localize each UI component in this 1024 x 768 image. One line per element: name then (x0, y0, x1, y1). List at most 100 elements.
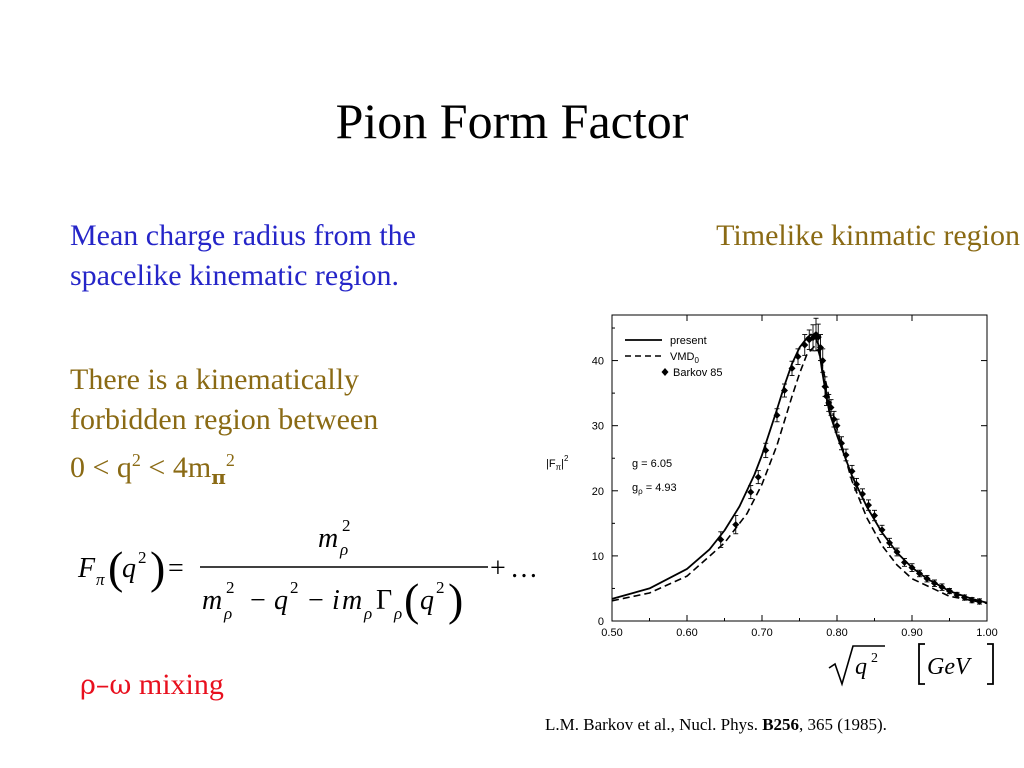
formula-equals: = (168, 553, 184, 584)
denom-gamma: Γ (376, 585, 392, 616)
forbidden-region-paragraph: There is a kinematically forbidden regio… (70, 360, 570, 497)
numerator-m: m (318, 523, 338, 554)
formula-lparen: ( (108, 542, 123, 593)
y-tick-label-2: 20 (592, 486, 604, 498)
unit-right-bracket (987, 643, 994, 685)
denom-lparen: ( (404, 574, 419, 625)
denom-minus2: − (308, 585, 324, 616)
denom-m-exp: 2 (226, 578, 235, 597)
series-layer (611, 317, 988, 605)
denom-q: q (274, 585, 288, 616)
data-point-39 (953, 591, 961, 599)
denom-rparen: ) (448, 574, 463, 625)
data-point-0 (717, 536, 725, 544)
formula-plus: + (490, 553, 506, 584)
axis-ticks (611, 315, 988, 622)
formula-q: q (122, 553, 136, 584)
data-point-37 (938, 583, 946, 591)
x-tick-label-3: 0.80 (826, 627, 847, 639)
inequality-left: 0 < q (70, 451, 132, 484)
formula-rparen: ) (150, 542, 165, 593)
paragraph2-line3: 0 < q2 < 4mπ2 (70, 440, 570, 497)
page-title: Pion Form Factor (335, 93, 689, 149)
paragraph1-line2: spacelike kinematic region. (70, 259, 400, 292)
denom-m2: m (342, 585, 362, 616)
x-tick-label-0: 0.50 (601, 627, 622, 639)
data-point-25 (853, 480, 860, 488)
y-tick-label-4: 40 (592, 356, 604, 368)
data-point-21 (833, 422, 841, 430)
paragraph2-line1: There is a kinematically (70, 363, 360, 396)
x-axis-label: q 2 GeV (828, 643, 994, 687)
paragraph2-line2: forbidden region between (70, 403, 379, 436)
data-point-11 (809, 334, 817, 342)
denom-minus1: − (250, 585, 266, 616)
data-point-3 (754, 473, 762, 481)
data-point-6 (781, 387, 788, 395)
unit-left-bracket (918, 643, 925, 685)
data-point-9 (801, 341, 809, 349)
data-point-7 (788, 364, 796, 372)
denom-q2: q (420, 585, 434, 616)
data-point-31 (893, 548, 901, 556)
data-point-40 (961, 594, 968, 602)
y-axis-label: |Fπ|2 (546, 454, 569, 472)
annotation-g: g = 6.05 (632, 458, 672, 470)
data-point-22 (838, 439, 845, 447)
annotation-g-rho: gρ = 4.93 (632, 482, 677, 496)
denom-i: i (332, 585, 340, 616)
data-point-28 (871, 512, 878, 520)
legend-present-label: present (670, 335, 707, 347)
formula-F: F (77, 553, 96, 584)
citation-prefix: L.M. Barkov et al., Nucl. Phys. (545, 715, 763, 734)
denom-gamma-rho: ρ (393, 604, 402, 623)
data-point-13 (814, 333, 822, 341)
denom-m: m (202, 585, 222, 616)
data-point-38 (946, 587, 953, 595)
sqrt-symbol (828, 645, 885, 687)
x-tick-label-1: 0.60 (676, 627, 697, 639)
y-tick-label-3: 30 (592, 421, 604, 433)
y-tick-label-1: 10 (592, 551, 604, 563)
legend-vmd-label: VMD0 (670, 351, 699, 365)
data-point-34 (916, 569, 923, 577)
data-point-32 (901, 558, 908, 566)
numerator-exp: 2 (342, 516, 351, 535)
rho-omega-symbols: ρ–ω (80, 670, 132, 701)
mpi-squared-exponent: 2 (225, 450, 235, 470)
denom-m2-rho: ρ (363, 604, 372, 623)
citation: L.M. Barkov et al., Nucl. Phys. B256, 36… (545, 715, 887, 735)
data-point-1 (732, 521, 740, 529)
formula-q-exp: 2 (138, 548, 147, 567)
mixing-label: mixing (131, 668, 224, 701)
data-point-41 (968, 596, 976, 604)
plot-frame (611, 314, 988, 622)
legend-barkov-marker (661, 368, 669, 376)
x-label-q: q (855, 654, 867, 680)
inequality-right: < 4m (140, 451, 212, 484)
y-tick-label-0: 0 (598, 616, 604, 628)
formula-pi-sub: π (96, 570, 105, 589)
data-point-2 (747, 488, 755, 496)
data-point-35 (923, 575, 931, 583)
pi-subscript: π (211, 465, 226, 489)
data-point-30 (886, 539, 893, 547)
data-point-33 (908, 564, 916, 572)
rho-omega-mixing: ρ–ω mixing (80, 668, 224, 702)
x-label-unit: GeV (927, 654, 972, 680)
denom-m-rho: ρ (223, 604, 232, 623)
denom-q2-exp: 2 (436, 578, 445, 597)
data-point-20 (830, 415, 838, 423)
data-point-12 (812, 331, 820, 339)
numerator-rho: ρ (339, 540, 348, 559)
x-tick-label-2: 0.70 (751, 627, 772, 639)
tick-labels: 0.50 0.60 0.70 0.80 0.90 1.00 0 10 20 30 40 (592, 356, 998, 639)
timelike-heading: Timelike kinmatic region (716, 219, 1020, 252)
data-point-10 (805, 336, 813, 344)
x-label-exp: 2 (871, 651, 878, 666)
denom-q-exp: 2 (290, 578, 299, 597)
x-tick-label-5: 1.00 (976, 627, 997, 639)
data-point-19 (827, 403, 835, 411)
paragraph1-line1: Mean charge radius from the (70, 219, 416, 252)
